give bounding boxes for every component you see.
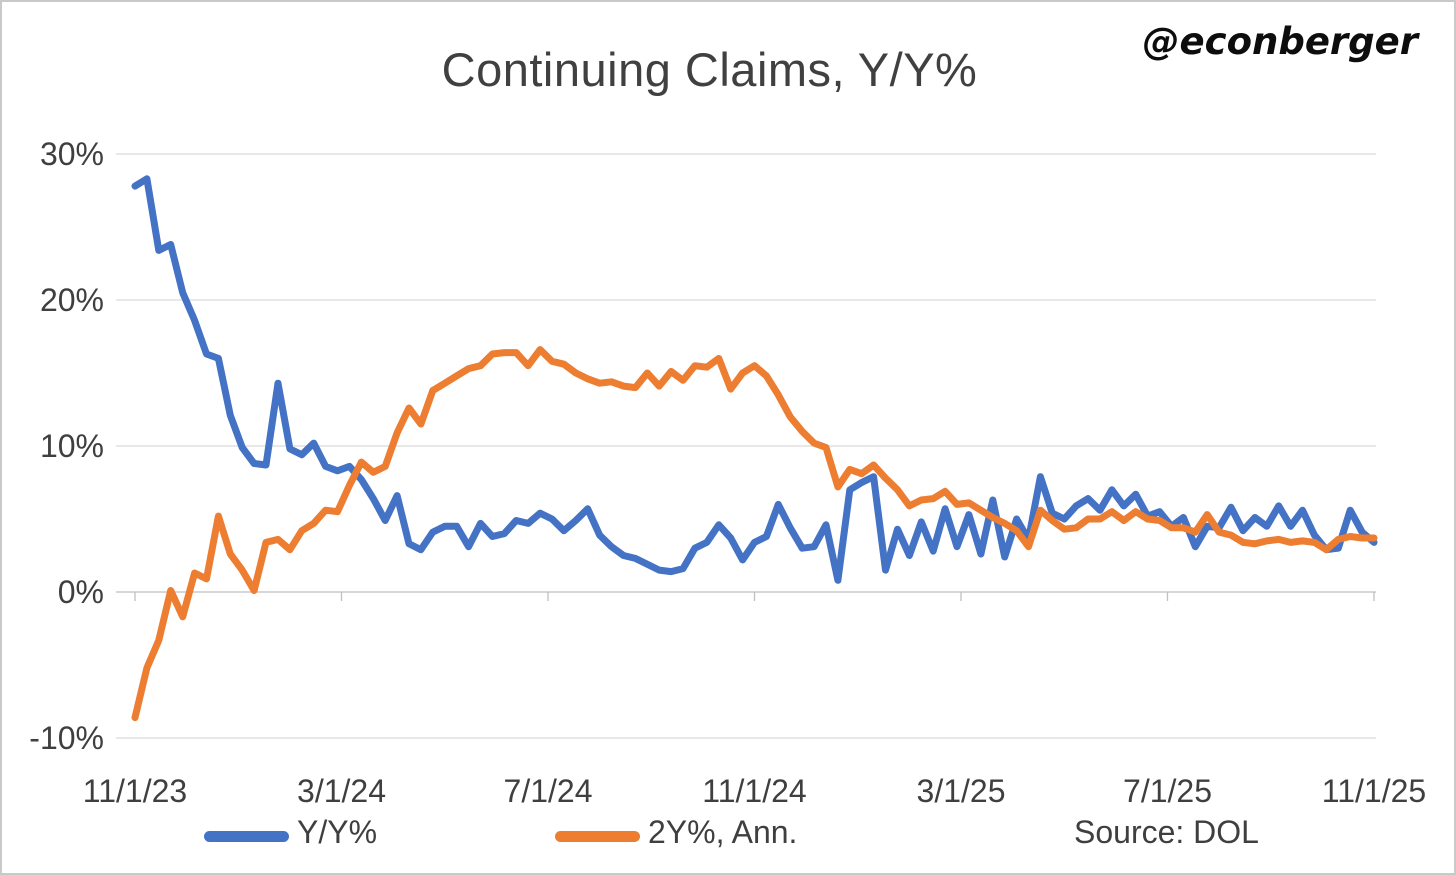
legend-label-yoy: Y/Y% [297, 814, 378, 850]
legend-swatch-2y-ann [555, 831, 640, 842]
two-year-ann-series-line [131, 346, 1378, 722]
x-axis-tick-label: 3/1/25 [917, 773, 1006, 809]
y-axis-tick-label: 20% [40, 282, 104, 318]
legend-label-2y-ann: 2Y%, Ann. [648, 814, 798, 850]
y-axis-tick-label: -10% [29, 720, 104, 756]
x-axis-tick-label: 7/1/24 [504, 773, 593, 809]
watermark-handle: @econberger [1142, 20, 1418, 63]
chart-title: Continuing Claims, Y/Y% [441, 43, 978, 96]
source-note: Source: DOL [1074, 814, 1259, 850]
y-axis-tick-label: 10% [40, 428, 104, 464]
x-axis-tick-label: 3/1/24 [297, 773, 386, 809]
x-axis-tick-label: 11/1/25 [1322, 773, 1426, 809]
x-axis-tick-label: 11/1/23 [83, 773, 187, 809]
y-axis-tick-label: 30% [40, 136, 104, 172]
y-axis-tick-label: 0% [58, 574, 104, 610]
x-axis-tick-label: 11/1/24 [702, 773, 806, 809]
x-axis-tick-label: 7/1/25 [1123, 773, 1212, 809]
legend-swatch-yoy [204, 831, 289, 842]
